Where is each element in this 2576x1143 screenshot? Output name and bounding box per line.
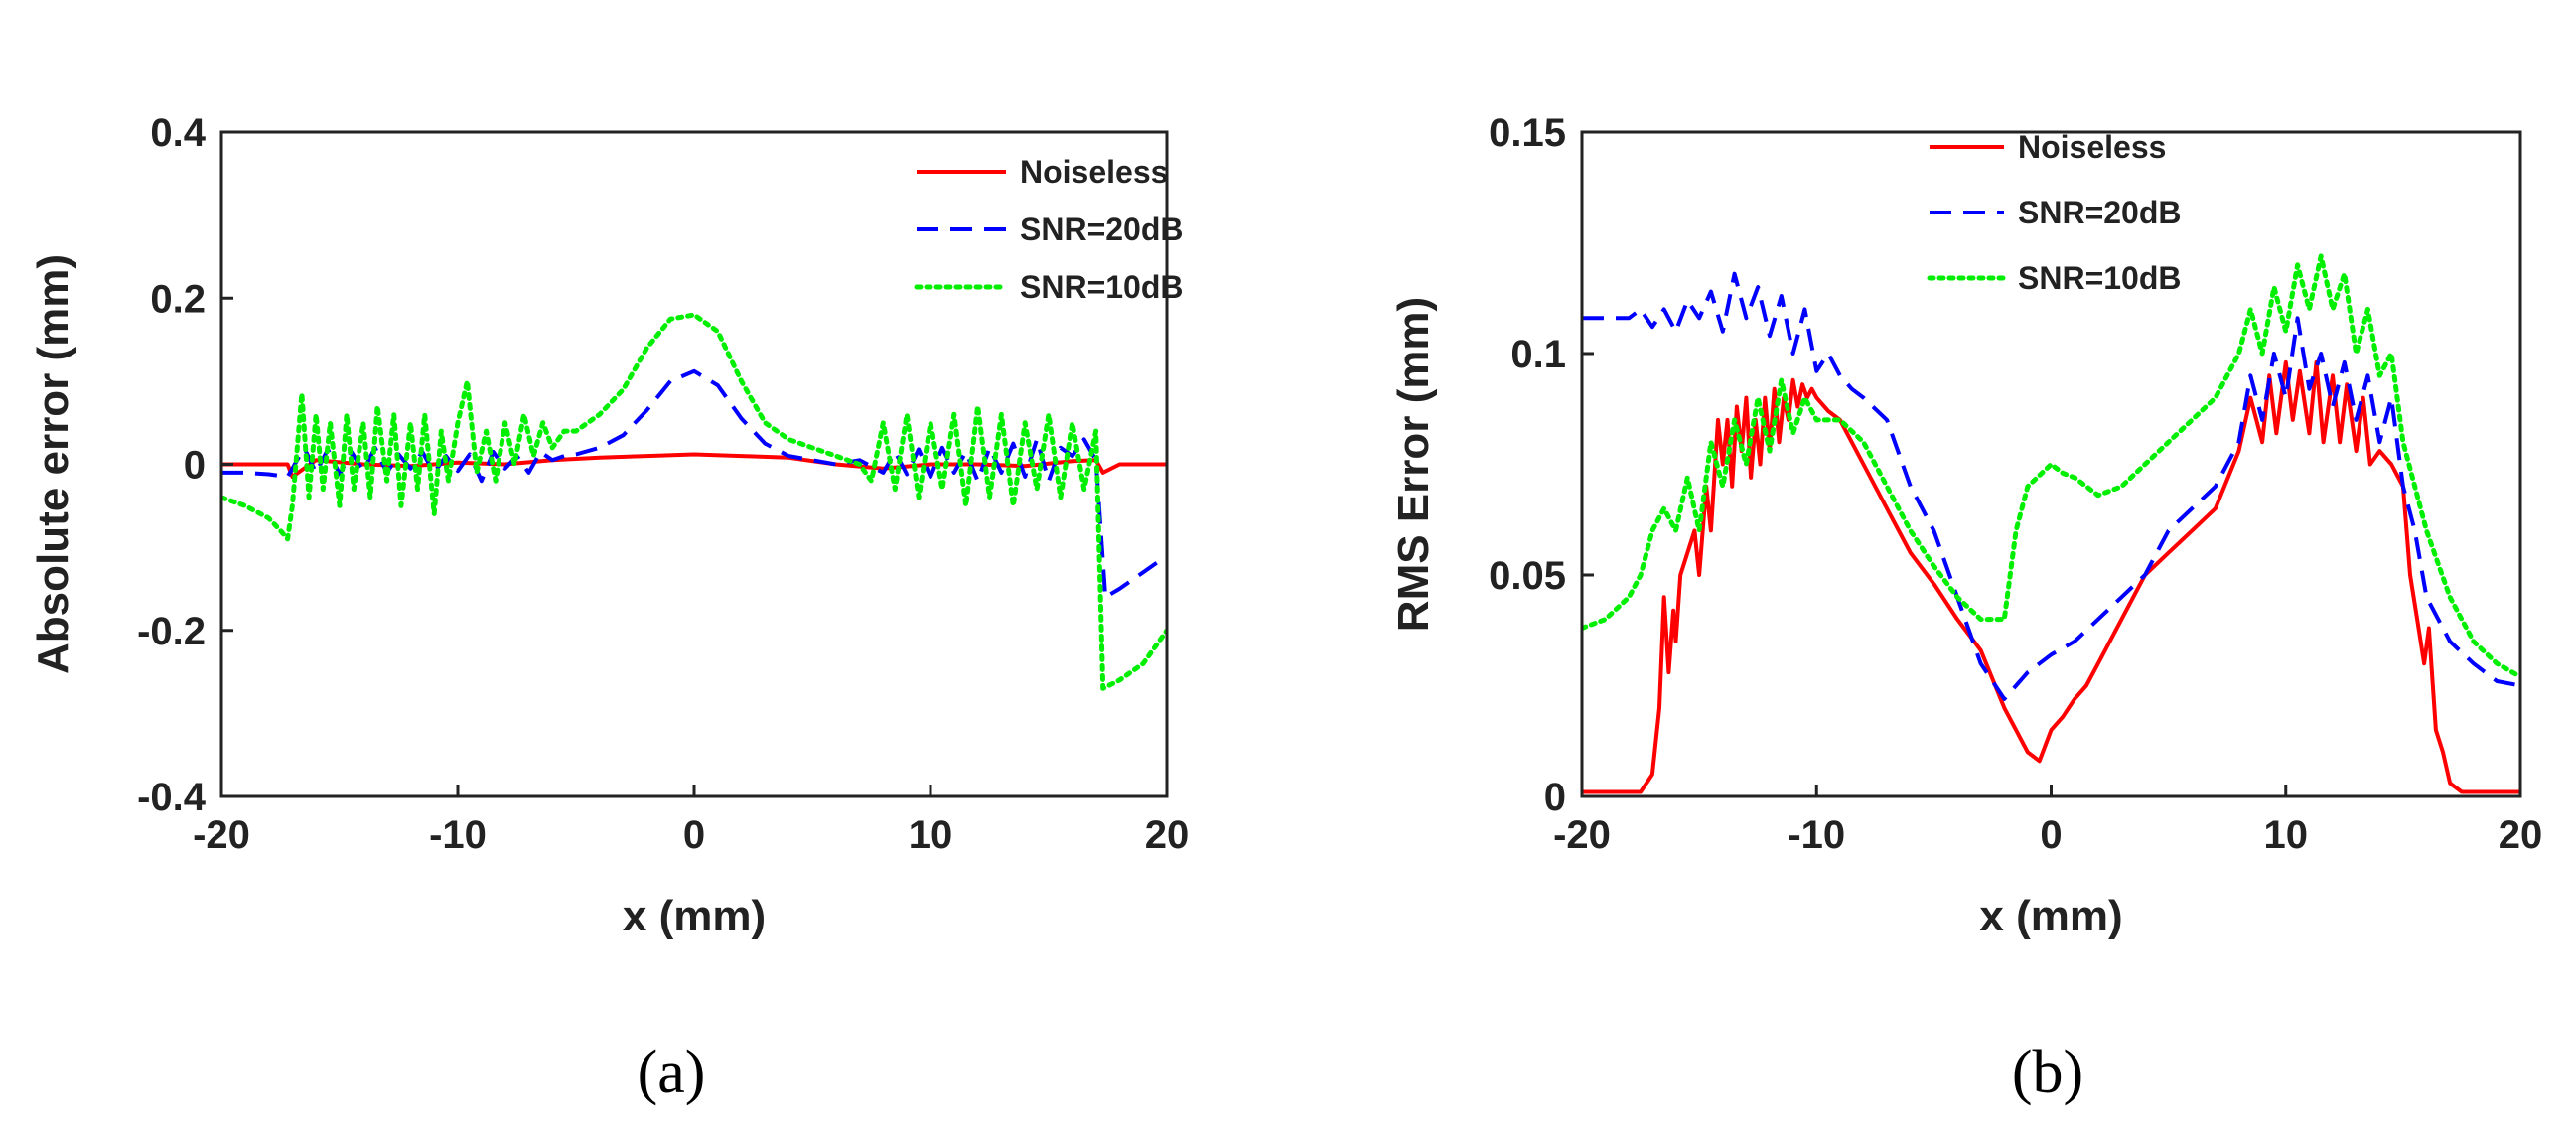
panel-a-x-ticks: -20 -10 0 10 20 [193, 785, 1189, 857]
panel-b-x-tick-label: 20 [2499, 813, 2543, 857]
panel-b-x-tick-label: -10 [1788, 813, 1845, 857]
panel-a-series-noiseless-line [221, 452, 1167, 479]
panel-a-legend-label: SNR=10dB [1020, 269, 1184, 305]
panel-b-x-tick-label: -20 [1553, 813, 1611, 857]
panel-a-x-tick-label: 20 [1145, 813, 1190, 857]
panel-a-y-tick-label: 0.2 [150, 277, 206, 321]
panel-b-y-tick-label: 0.15 [1489, 111, 1566, 155]
panel-a-legend: Noiseless SNR=20dB SNR=10dB [914, 154, 1184, 305]
panel-a-plot-area [221, 312, 1167, 691]
panel-b-caption: (b) [2012, 1039, 2083, 1106]
panel-a-y-tick-label: -0.2 [137, 610, 206, 653]
panel-a-y-tick-label: 0.4 [150, 111, 206, 155]
panel-b-x-ticks: -20 -10 0 10 20 [1553, 785, 2542, 857]
panel-b-y-tick-label: 0.1 [1510, 333, 1566, 376]
panel-b-x-tick-label: 0 [2040, 813, 2062, 857]
panel-a-series-snr-10db-line [221, 312, 1167, 691]
panel-a: -20 -10 0 10 20 -0.4 -0.2 0 0.2 0.4 x (mm) Absol… [29, 111, 1189, 1106]
panel-a-series-snr-20db-line [221, 368, 1167, 600]
panel-a-y-tick-label: 0 [184, 444, 206, 488]
panel-b-plot-area [1582, 253, 2520, 794]
panel-b-legend: Noiseless SNR=20dB SNR=10dB [1927, 129, 2182, 296]
panel-b-series-noiseless-line [1582, 359, 2520, 794]
panel-b-series-snr-20db-line [1582, 271, 2520, 701]
panel-a-x-tick-label: -20 [193, 813, 250, 857]
panel-a-legend-label: SNR=20dB [1020, 212, 1184, 247]
panel-a-legend-label: Noiseless [1020, 154, 1168, 190]
panel-b: -20 -10 0 10 20 0 0.05 0.1 0.15 x (mm) RMS Erro… [1389, 111, 2542, 1106]
panel-b-legend-label: SNR=20dB [2018, 195, 2182, 230]
panel-b-y-tick-label: 0.05 [1489, 554, 1566, 598]
panel-b-legend-label: SNR=10dB [2018, 260, 2182, 296]
panel-b-x-axis-label: x (mm) [1979, 892, 2122, 940]
panel-a-x-tick-label: 10 [909, 813, 953, 857]
panel-b-legend-label: Noiseless [2018, 129, 2166, 165]
panel-b-x-tick-label: 10 [2264, 813, 2309, 857]
panel-a-y-tick-label: -0.4 [137, 776, 207, 819]
panel-b-y-ticks: 0 0.05 0.1 0.15 [1489, 111, 1594, 819]
panel-a-y-axis-label: Absolute error (mm) [29, 254, 77, 674]
panel-b-series-snr-10db-line [1582, 253, 2520, 680]
panel-b-y-tick-label: 0 [1544, 776, 1566, 819]
panel-a-y-ticks: -0.4 -0.2 0 0.2 0.4 [137, 111, 233, 819]
panel-a-x-tick-label: -10 [429, 813, 487, 857]
panel-a-x-axis-label: x (mm) [623, 892, 766, 940]
panel-a-caption: (a) [638, 1039, 706, 1106]
panel-b-y-axis-label: RMS Error (mm) [1389, 297, 1438, 632]
panel-a-x-tick-label: 0 [683, 813, 705, 857]
